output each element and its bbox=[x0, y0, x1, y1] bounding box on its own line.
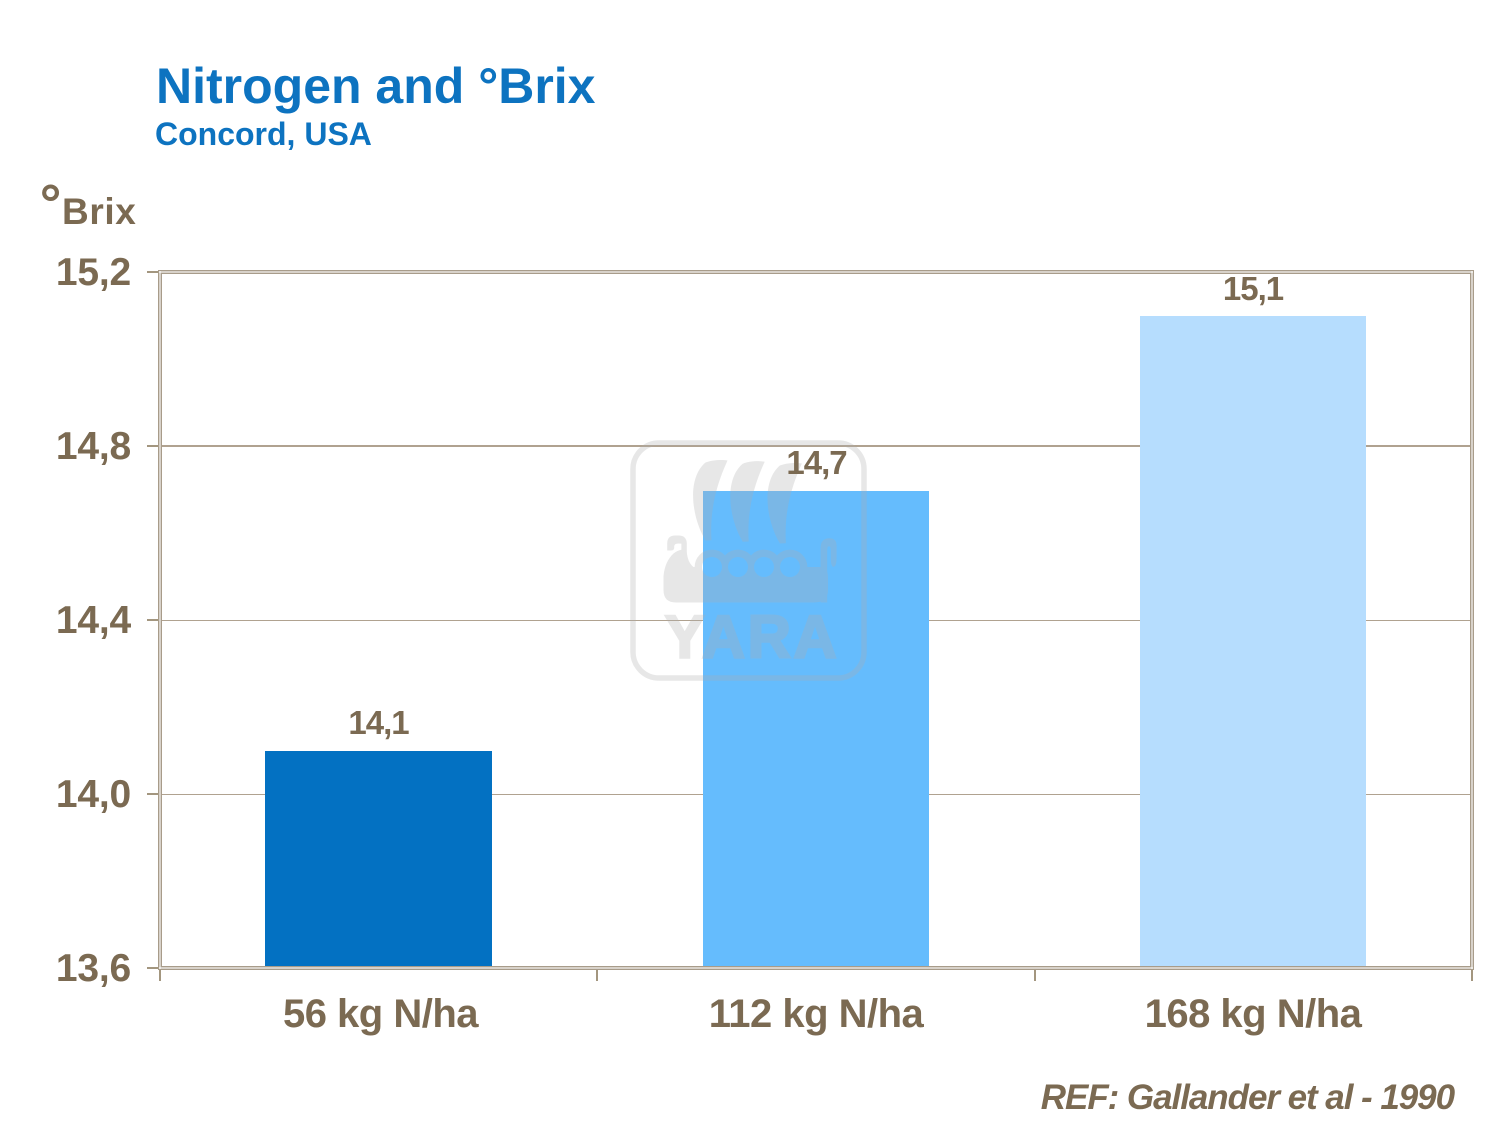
svg-text:YARA: YARA bbox=[665, 604, 840, 671]
